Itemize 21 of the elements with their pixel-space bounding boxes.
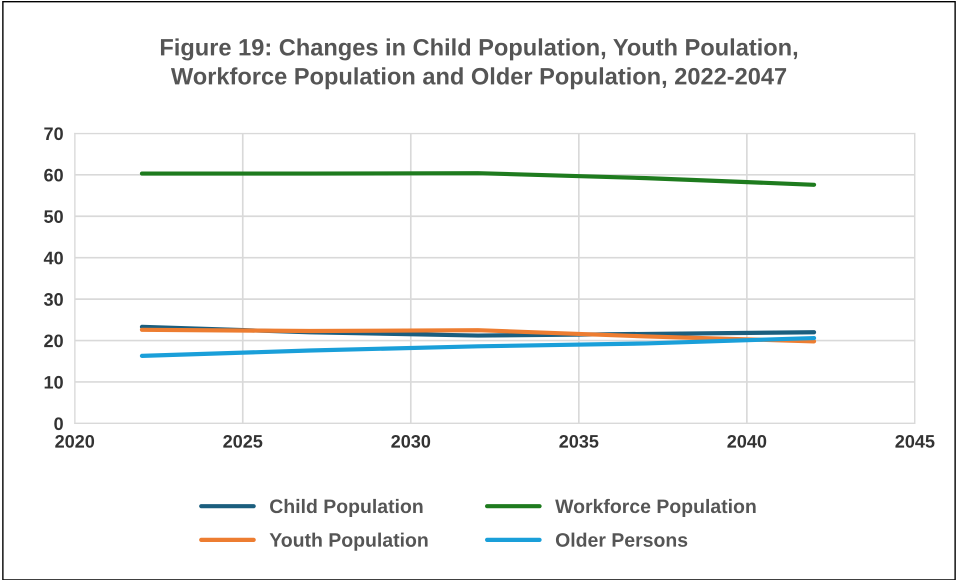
line-series: [140, 171, 816, 187]
x-tick-label: 2035: [559, 434, 598, 448]
x-tick-label: 2045: [895, 434, 934, 448]
legend-label: Youth Population: [270, 532, 428, 551]
chart-title: Figure 19: Changes in Child Population, Youth Poulation, Workforce Population and Older Population, 2022-2047: [160, 38, 798, 90]
y-tick-label: 30: [44, 293, 63, 306]
legend-label: Workforce Population: [555, 498, 756, 518]
x-tick-label: 2030: [391, 434, 430, 448]
line-series: [140, 336, 816, 358]
x-tick-label: 2040: [727, 434, 766, 448]
y-tick-label: 20: [44, 334, 63, 348]
y-tick-label: 70: [44, 127, 63, 140]
y-tick-label: 60: [44, 168, 63, 182]
x-tick-label: 2020: [55, 434, 94, 448]
y-tick-label: 0: [54, 417, 63, 430]
x-tick-label: 2025: [223, 434, 262, 448]
legend-label: Older Persons: [556, 532, 688, 547]
y-tick-label: 50: [44, 210, 63, 223]
y-tick-label: 10: [44, 376, 63, 389]
legend-label: Child Population: [270, 498, 423, 518]
y-tick-label: 40: [44, 252, 63, 264]
